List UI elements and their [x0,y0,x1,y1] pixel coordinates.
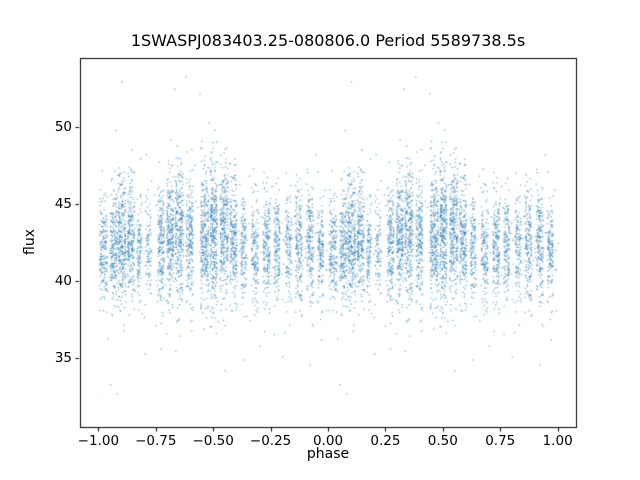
y-tick-label: 45 [54,196,72,213]
chart-title: 1SWASPJ083403.25-080806.0 Period 5589738… [130,31,526,50]
y-axis-label: flux [22,229,38,255]
x-tick-label: 0.00 [312,433,344,449]
y-tick-label: 40 [54,272,72,289]
y-tick-label: 35 [54,349,72,366]
x-tick-label: −0.50 [192,433,234,449]
x-tick-label: −1.00 [77,433,120,449]
x-tick-label: 0.25 [370,433,401,449]
x-tick-label: −0.75 [135,433,177,449]
x-tick-label: 1.00 [542,433,573,449]
x-tick-label: 0.50 [427,433,458,449]
x-axis-label: phase [306,446,350,462]
x-tick-label: 0.75 [485,433,516,449]
y-tick-label: 50 [54,119,72,136]
x-tick-label: −0.25 [249,433,292,449]
